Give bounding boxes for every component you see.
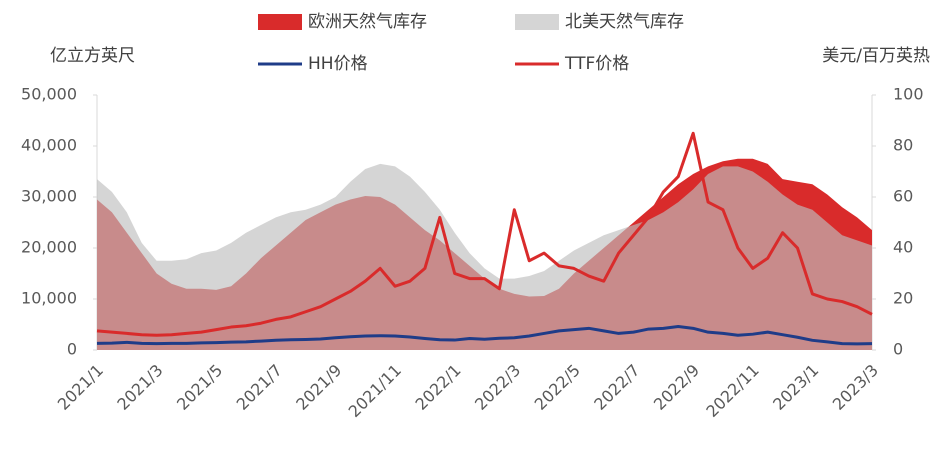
x-tick-label: 2022/1 [411,361,464,414]
legend-swatch [515,14,559,30]
legend-label: TTF价格 [564,54,629,74]
y-axis-title: 亿立方英尺 [50,46,135,66]
x-tick-label: 2022/7 [590,361,643,414]
legend: 欧洲天然气库存 北美天然气库存 HH价格 TTF价格 [258,12,684,74]
y2-tick-label: 20 [893,289,913,308]
legend-label: 北美天然气库存 [565,12,684,32]
line [96,325,873,346]
x-tick-label: 2021/7 [233,361,286,414]
y-tick-label: 40,000 [21,136,77,155]
x-tick-label: 2022/9 [650,361,703,414]
legend-label: HH价格 [308,54,368,74]
y2-tick-label: 40 [893,238,913,257]
y2-tick-label: 100 [893,85,924,104]
x-tick-label: 2021/11 [345,361,405,421]
y-tick-label: 0 [67,340,77,359]
x-tick-label: 2021/9 [292,361,345,414]
y2-tick-label: 80 [893,136,913,155]
legend-swatch [258,14,302,30]
x-tick-label: 2022/11 [702,361,762,421]
y2-tick-label: 60 [893,187,913,206]
x-tick-label: 2023/1 [769,361,822,414]
legend-label: 欧洲天然气库存 [308,12,427,32]
y-tick-label: 50,000 [21,85,77,104]
x-tick-label: 2021/3 [113,361,166,414]
y2-tick-label: 0 [893,340,903,359]
line [96,131,873,337]
x-tick-label: 2021/5 [173,361,226,414]
x-tick-label: 2022/5 [531,361,584,414]
y-tick-label: 20,000 [21,238,77,257]
x-tick-label: 2023/3 [829,361,882,414]
area [97,163,872,350]
y-tick-label: 10,000 [21,289,77,308]
y-tick-label: 30,000 [21,187,77,206]
y2-axis-title: 美元/百万英热 [822,46,930,66]
x-tick-label: 2022/3 [471,361,524,414]
x-tick-label: 2021/1 [54,361,107,414]
